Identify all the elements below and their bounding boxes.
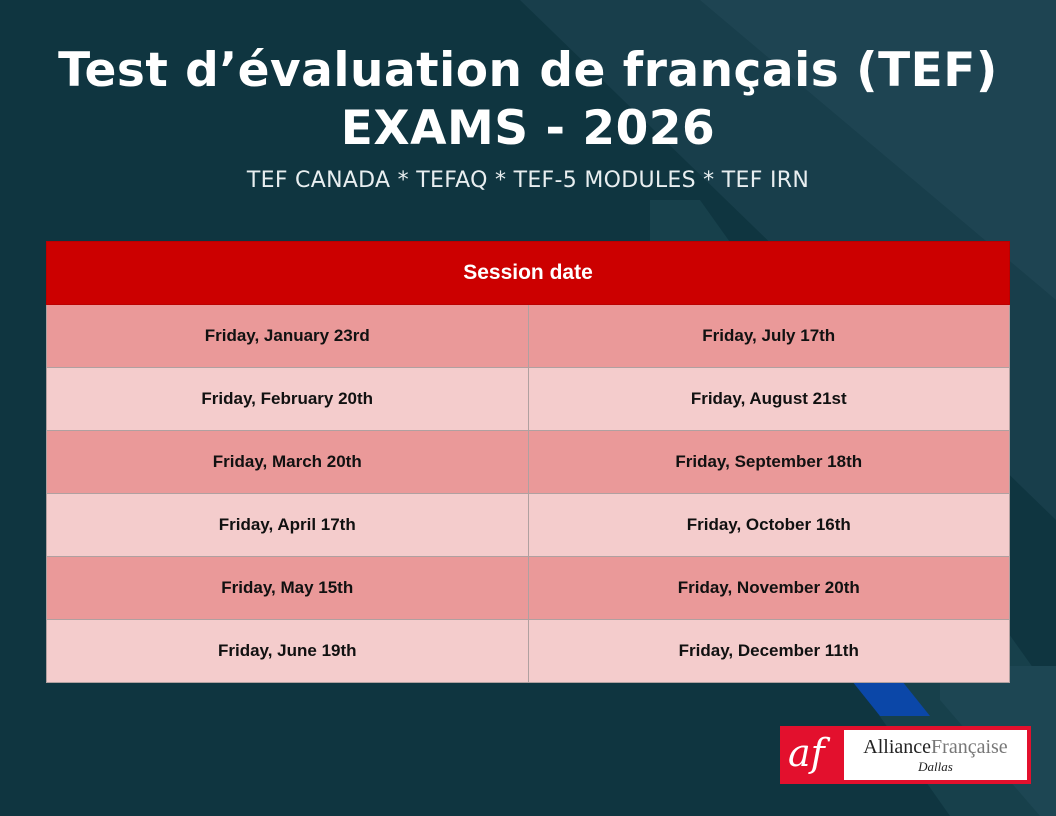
logo-text-box: AllianceFrançaise Dallas <box>844 730 1027 780</box>
date-cell: Friday, January 23rd <box>46 304 529 368</box>
table-row: Friday, February 20th Friday, August 21st <box>46 367 1010 431</box>
table-row: Friday, June 19th Friday, December 11th <box>46 619 1010 683</box>
table-header: Session date <box>46 241 1010 305</box>
logo-name: AllianceFrançaise <box>844 736 1027 759</box>
page-title: Test d’évaluation de français (TEF) EXAM… <box>0 42 1056 158</box>
table-row: Friday, March 20th Friday, September 18th <box>46 430 1010 494</box>
date-cell: Friday, April 17th <box>46 493 529 557</box>
table-row: Friday, January 23rd Friday, July 17th <box>46 304 1010 368</box>
date-cell: Friday, March 20th <box>46 430 529 494</box>
date-cell: Friday, September 18th <box>527 430 1010 494</box>
session-dates-table: Session date Friday, January 23rd Friday,… <box>46 241 1010 683</box>
af-logo-mark: af <box>788 731 825 775</box>
date-cell: Friday, October 16th <box>527 493 1010 557</box>
logo-name-part1: Alliance <box>863 736 932 758</box>
date-cell: Friday, May 15th <box>46 556 529 620</box>
subtitle: TEF CANADA * TEFAQ * TEF-5 MODULES * TEF… <box>246 168 810 193</box>
table-row: Friday, April 17th Friday, October 16th <box>46 493 1010 557</box>
date-cell: Friday, February 20th <box>46 367 529 431</box>
date-cell: Friday, June 19th <box>46 619 529 683</box>
date-cell: Friday, August 21st <box>527 367 1010 431</box>
logo-city: Dallas <box>918 759 953 774</box>
date-cell: Friday, December 11th <box>527 619 1010 683</box>
logo-name-part2: Française <box>931 736 1008 758</box>
alliance-francaise-logo: af AllianceFrançaise Dallas <box>780 726 1031 784</box>
date-cell: Friday, November 20th <box>527 556 1010 620</box>
title-line-1: Test d’évaluation de français (TEF) <box>58 43 998 98</box>
title-line-2: EXAMS - 2026 <box>340 101 716 156</box>
date-cell: Friday, July 17th <box>527 304 1010 368</box>
table-row: Friday, May 15th Friday, November 20th <box>46 556 1010 620</box>
